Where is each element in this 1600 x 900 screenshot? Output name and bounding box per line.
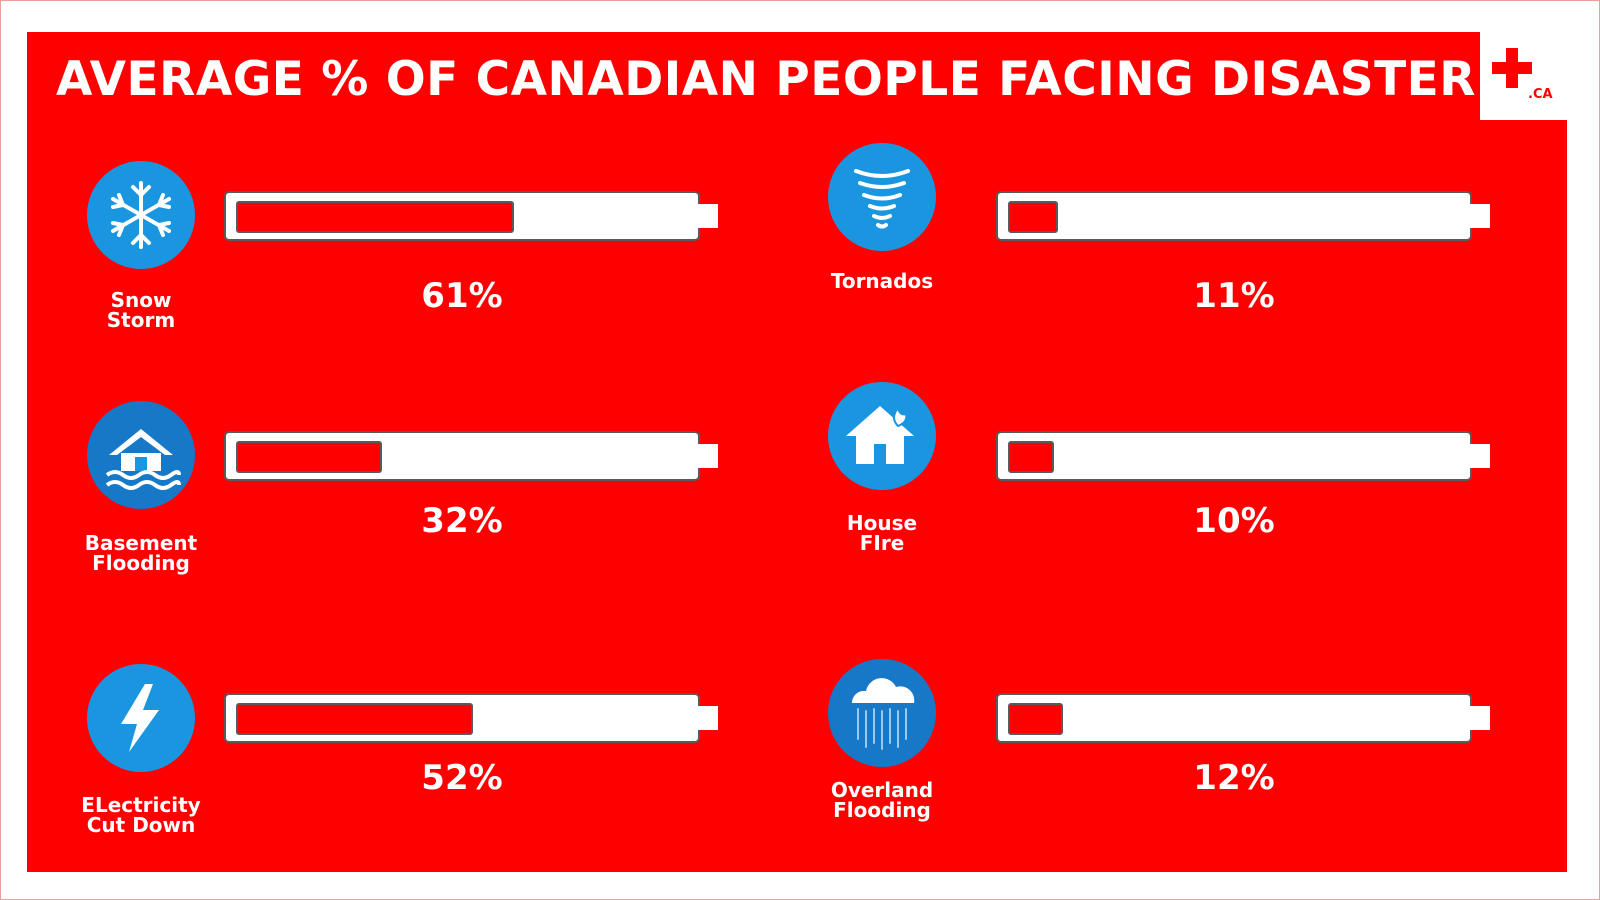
bar-track-cap <box>1470 706 1490 730</box>
data-label: 32% <box>421 501 503 541</box>
bar-track <box>224 191 700 241</box>
lightning-icon <box>87 664 195 772</box>
bar-track-cap <box>1470 204 1490 228</box>
category-label: Overland Flooding <box>830 778 934 822</box>
category-label: House FIre <box>846 511 918 555</box>
bar-track-cap <box>698 706 718 730</box>
category-label: Basement Flooding <box>84 531 198 575</box>
bar-track <box>996 693 1472 743</box>
data-label: 52% <box>421 758 503 798</box>
bar-track <box>996 191 1472 241</box>
chart-title: AVERAGE % OF CANADIAN PEOPLE FACING DISA… <box>56 52 1476 107</box>
category-label: Snow Storm <box>106 288 176 332</box>
logo: .CA <box>1480 32 1567 120</box>
snowflake-icon <box>87 161 195 269</box>
bar-track-cap <box>1470 444 1490 468</box>
house-fire-icon <box>828 382 936 490</box>
bar <box>236 441 382 473</box>
bar-track-cap <box>698 204 718 228</box>
bar <box>236 201 514 233</box>
bar <box>1008 201 1058 233</box>
category-label: Tornados <box>830 269 934 293</box>
tornado-icon <box>828 143 936 251</box>
logo-suffix: .CA <box>1528 87 1553 102</box>
bar-track-cap <box>698 444 718 468</box>
data-label: 11% <box>1193 276 1275 316</box>
category-label: ELectricity Cut Down <box>81 793 201 837</box>
data-label: 12% <box>1193 758 1275 798</box>
rain-cloud-icon <box>828 659 936 767</box>
bar-track <box>224 693 700 743</box>
bar <box>236 703 473 735</box>
bar-track <box>224 431 700 481</box>
flooded-house-icon <box>87 401 195 509</box>
bar <box>1008 441 1054 473</box>
data-label: 61% <box>421 276 503 316</box>
bar <box>1008 703 1063 735</box>
data-label: 10% <box>1193 501 1275 541</box>
bar-track <box>996 431 1472 481</box>
